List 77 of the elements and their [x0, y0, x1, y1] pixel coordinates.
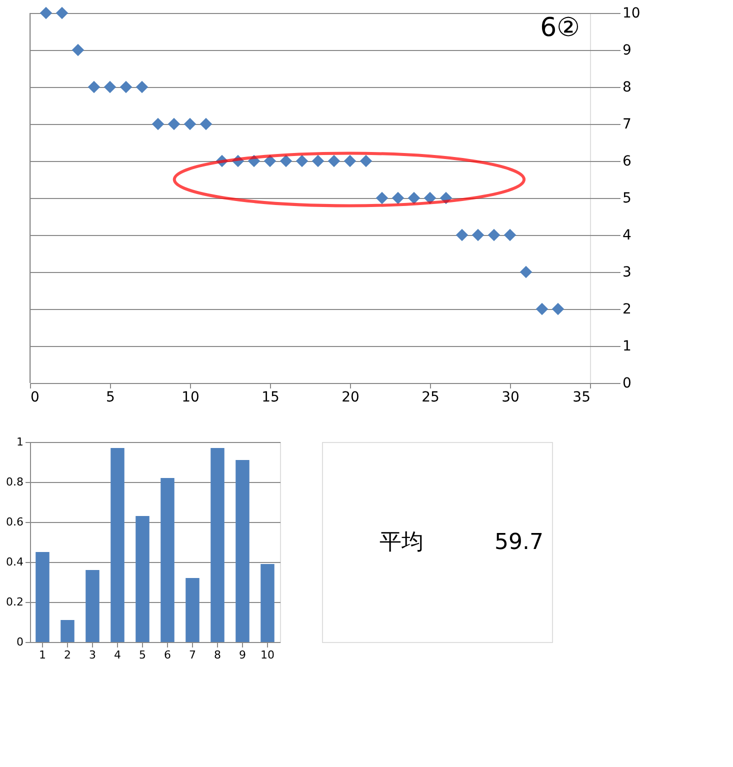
x-tick-label: 8	[214, 648, 221, 662]
point	[296, 154, 308, 168]
bar	[186, 578, 200, 642]
x-tick-label: 10	[260, 648, 274, 662]
y-tick-label: 2	[622, 302, 632, 318]
y-tick-label: 0	[16, 636, 24, 648]
x-tick-label: 0	[30, 390, 40, 406]
bar	[110, 448, 124, 642]
point	[360, 154, 372, 168]
x-tick-label: 5	[106, 390, 115, 406]
y-tick-label: 0	[622, 376, 632, 392]
x-tick-label: 5	[139, 648, 146, 662]
x-tick-label: 10	[182, 390, 200, 406]
bar	[210, 448, 224, 642]
point	[488, 228, 500, 242]
point	[344, 154, 356, 168]
y-tick-label: 0.6	[6, 516, 24, 528]
y-tick-label: 7	[622, 116, 632, 132]
x-tick-label: 6	[164, 648, 171, 662]
point	[56, 6, 68, 20]
y-tick-label: 4	[622, 228, 632, 244]
x-tick-label: 2	[64, 648, 71, 662]
x-tick-label: 15	[262, 390, 280, 406]
x-tick-label: 7	[189, 648, 196, 662]
point	[280, 154, 292, 168]
point	[552, 302, 564, 316]
bar	[260, 564, 274, 642]
point	[184, 118, 196, 130]
y-tick-label: 1	[16, 436, 24, 448]
y-tick-label: 5	[622, 190, 632, 206]
point	[40, 6, 52, 20]
point	[504, 228, 516, 242]
chart-title: 6②	[540, 13, 580, 43]
point	[408, 192, 420, 204]
point	[376, 192, 388, 204]
x-tick-label: 20	[342, 390, 360, 406]
x-tick-label: 4	[114, 648, 121, 662]
point	[168, 118, 180, 130]
bar	[36, 552, 50, 642]
bar	[86, 570, 100, 642]
point	[520, 266, 532, 278]
point	[152, 118, 164, 130]
point	[456, 228, 468, 242]
text: 平均	[380, 530, 424, 555]
point	[328, 154, 340, 168]
y-tick-label: 0.4	[6, 556, 24, 568]
bar	[236, 460, 250, 642]
x-tick-label: 9	[239, 648, 246, 662]
point	[264, 154, 276, 168]
x-tick-label: 25	[422, 390, 440, 406]
x-tick-label: 30	[502, 390, 520, 406]
y-tick-label: 0.2	[6, 596, 24, 608]
point	[136, 80, 148, 94]
point	[200, 118, 212, 130]
y-tick-label: 0.8	[6, 476, 24, 488]
x-tick-label: 35	[572, 390, 590, 406]
point	[424, 192, 436, 204]
point	[88, 80, 100, 94]
y-tick-label: 9	[622, 42, 632, 58]
bar	[136, 516, 150, 642]
y-tick-label: 10	[622, 6, 640, 22]
point	[120, 80, 132, 94]
y-tick-label: 6	[622, 154, 632, 170]
point	[536, 302, 548, 316]
text: 59.7	[494, 530, 544, 555]
y-tick-label: 8	[622, 80, 632, 96]
x-tick-label: 1	[39, 648, 46, 662]
y-tick-label: 3	[622, 264, 632, 280]
point	[104, 80, 116, 94]
y-tick-label: 1	[622, 338, 632, 354]
x-tick-label: 3	[89, 648, 96, 662]
bar	[60, 620, 74, 642]
point	[472, 228, 484, 242]
point	[72, 44, 84, 56]
point	[312, 154, 324, 168]
bar	[160, 478, 174, 642]
point	[392, 192, 404, 204]
